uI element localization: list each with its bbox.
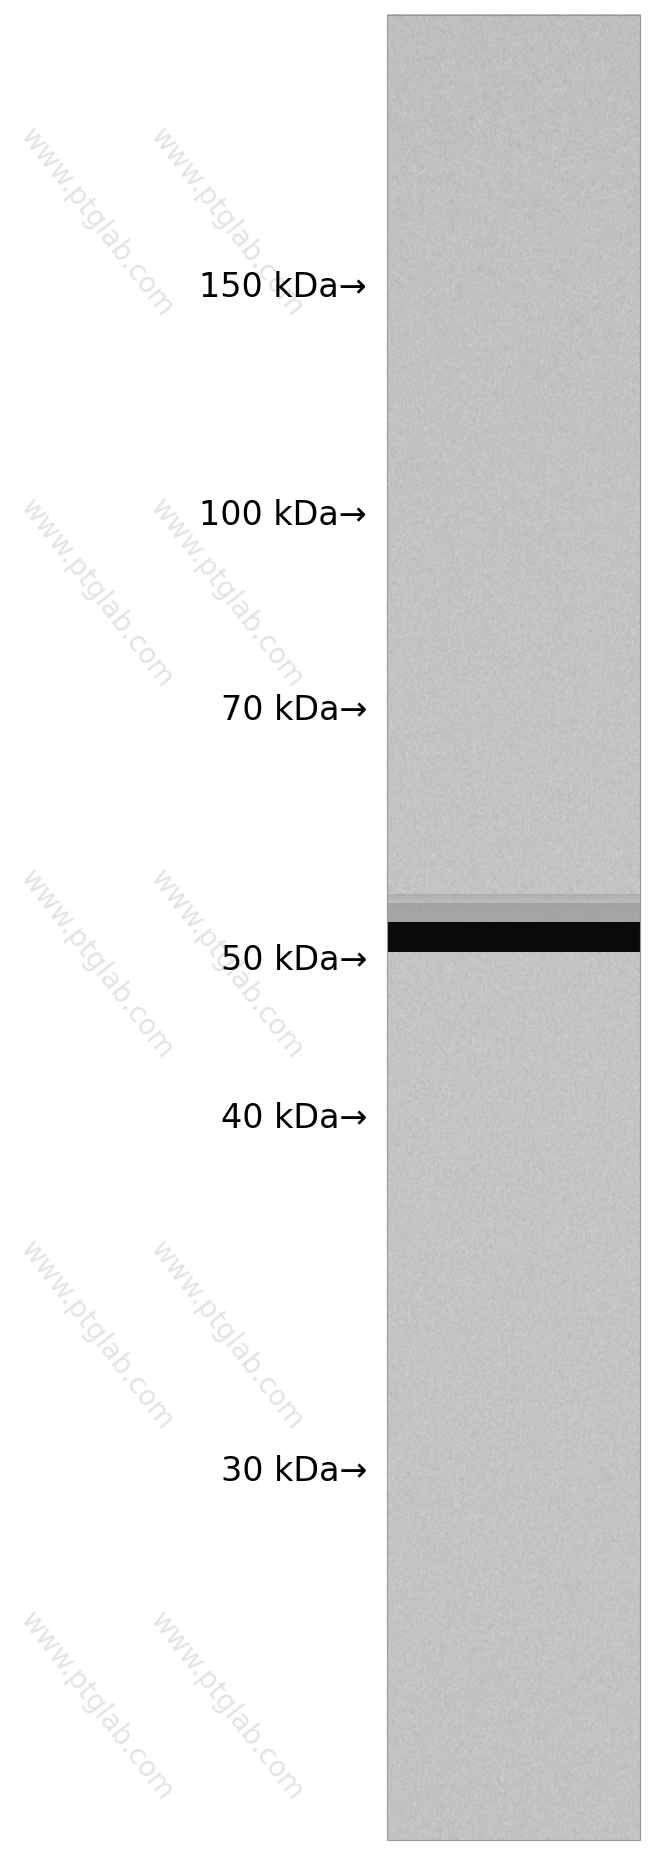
Text: www.ptglab.com: www.ptglab.com — [146, 122, 309, 323]
Text: 150 kDa→: 150 kDa→ — [200, 271, 367, 304]
Bar — [387, 903, 640, 922]
Text: www.ptglab.com: www.ptglab.com — [146, 864, 309, 1065]
Text: 40 kDa→: 40 kDa→ — [221, 1102, 367, 1135]
Text: www.ptglab.com: www.ptglab.com — [16, 1606, 179, 1807]
Text: www.ptglab.com: www.ptglab.com — [16, 493, 179, 694]
Bar — [387, 15, 640, 1840]
Text: www.ptglab.com: www.ptglab.com — [16, 122, 179, 323]
Text: www.ptglab.com: www.ptglab.com — [16, 1235, 179, 1436]
Text: www.ptglab.com: www.ptglab.com — [16, 864, 179, 1065]
Bar — [387, 922, 640, 952]
Text: 30 kDa→: 30 kDa→ — [221, 1454, 367, 1488]
Text: 50 kDa→: 50 kDa→ — [221, 944, 367, 978]
Text: www.ptglab.com: www.ptglab.com — [146, 1606, 309, 1807]
Text: 100 kDa→: 100 kDa→ — [200, 499, 367, 532]
Text: www.ptglab.com: www.ptglab.com — [146, 1235, 309, 1436]
Text: 70 kDa→: 70 kDa→ — [221, 694, 367, 727]
Text: www.ptglab.com: www.ptglab.com — [146, 493, 309, 694]
